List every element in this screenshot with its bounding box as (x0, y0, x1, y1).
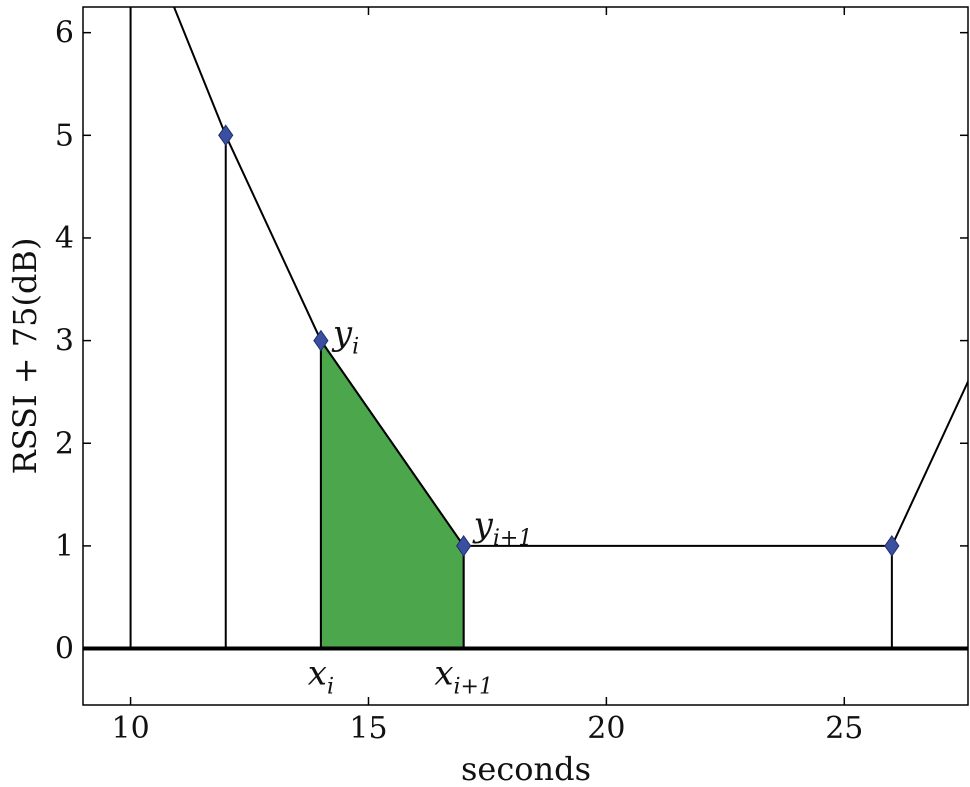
plot-area (83, 7, 968, 651)
shaded-area (319, 337, 465, 650)
plot-frame (82, 6, 969, 706)
annotation-y-i-plus-1: yi+1 (472, 505, 533, 551)
annotation-x-i-plus-1: xi+1 (434, 654, 493, 700)
y-tick-label: 2 (55, 426, 74, 461)
x-tick-label: 20 (587, 711, 625, 746)
y-tick-label: 4 (55, 221, 74, 256)
series-line (172, 7, 968, 547)
y-tick-label: 1 (55, 529, 74, 564)
x-tick-label: 15 (349, 711, 387, 746)
data-point (313, 329, 329, 352)
y-tick-label: 5 (55, 118, 74, 153)
annotation-x-i: xi (308, 654, 334, 700)
y-tick-label: 6 (55, 16, 74, 51)
data-point (218, 124, 234, 147)
x-tick-label: 10 (111, 711, 149, 746)
axes: 10 15 20 25 0 1 2 3 4 5 6 (55, 7, 968, 746)
y-tick-label: 3 (55, 324, 74, 359)
x-tick-label: 25 (825, 711, 863, 746)
annotation-y-i: yi (331, 314, 359, 360)
data-point (456, 535, 472, 557)
data-point (884, 535, 900, 557)
x-axis-title: seconds (461, 750, 591, 787)
y-axis-title: RSSI + 75(dB) (6, 238, 44, 475)
y-tick-label: 0 (55, 632, 74, 667)
